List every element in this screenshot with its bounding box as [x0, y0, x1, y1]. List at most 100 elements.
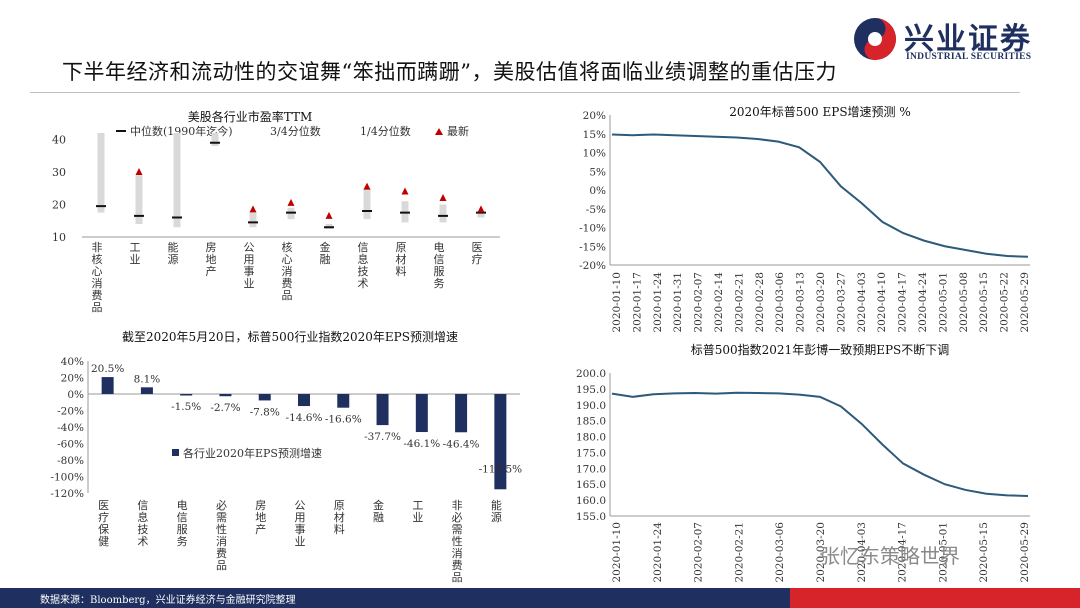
legend-median: 中位数(1990年迄今): [130, 124, 233, 138]
legend-q1: 1/4分位数: [360, 124, 411, 138]
y-tick-label: -15%: [579, 241, 606, 253]
data-label: -7.8%: [250, 406, 280, 418]
footer: 数据来源：Bloomberg，兴业证券经济与金融研究院整理: [0, 588, 1080, 608]
legend-latest-swatch: [435, 128, 443, 135]
x-tick-label: 2020-05-01: [937, 522, 949, 583]
y-tick-label: -10%: [579, 223, 606, 235]
x-tick-label: 2020-03-13: [795, 272, 807, 333]
y-tick-label: 195.0: [576, 384, 606, 396]
footer-bar: [0, 588, 790, 608]
x-tick-label: 2020-01-10: [611, 272, 623, 333]
data-label: -37.7%: [364, 431, 401, 443]
latest-mark: [401, 187, 409, 195]
data-label: -46.1%: [403, 438, 440, 450]
category-label: 电信服务: [434, 241, 445, 290]
y-tick-label: 20%: [583, 110, 606, 122]
bar: [455, 394, 468, 433]
y-tick-label: 165.0: [576, 479, 606, 491]
legend-median-swatch: [116, 130, 126, 132]
y-tick-label: -20%: [57, 406, 84, 418]
x-tick-label: 2020-02-21: [733, 272, 745, 333]
x-tick-label: 2020-02-07: [693, 272, 705, 333]
x-tick-label: 2020-04-17: [897, 272, 909, 333]
x-tick-label: 2020-03-06: [774, 272, 786, 333]
bar: [101, 377, 114, 394]
category-label: 能源: [168, 240, 179, 266]
x-tick-label: 2020-03-20: [815, 522, 827, 583]
y-tick-label: 5%: [589, 166, 606, 178]
x-tick-label: 2020-05-08: [958, 272, 970, 333]
y-tick-label: -20%: [579, 260, 606, 272]
y-tick-label: 185.0: [576, 416, 606, 428]
category-label: 公用事业: [295, 499, 306, 548]
chart-title: 标普500指数2021年彭博一致预期EPS不断下调: [691, 342, 950, 357]
chart-title: 2020年标普500 EPS增速预测 %: [729, 105, 911, 119]
bar: [494, 394, 507, 490]
x-tick-label: 2020-04-03: [856, 272, 868, 333]
y-tick-label: 20%: [61, 373, 84, 385]
chart-title: 美股各行业市盈率TTM: [188, 109, 313, 124]
header-rule: [30, 92, 1020, 93]
x-tick-label: 2020-04-03: [856, 522, 868, 583]
x-tick-label: 2020-04-10: [876, 272, 888, 333]
x-tick-label: 2020-05-22: [999, 272, 1011, 333]
footer-accent: [790, 588, 1080, 608]
category-label: 信息技术: [358, 241, 369, 290]
bar: [180, 394, 193, 396]
data-label: -1.5%: [171, 401, 201, 413]
bar: [219, 394, 232, 397]
y-tick-label: -120%: [50, 488, 84, 500]
logo: 兴业证券 INDUSTRIAL SECURITIES: [848, 14, 1068, 64]
x-tick-label: 2020-02-28: [754, 272, 766, 333]
logo-emblem-icon: [854, 18, 896, 60]
category-label: 非必需性消费品: [452, 499, 463, 584]
category-label: 金融: [320, 240, 331, 266]
brand-name-en: INDUSTRIAL SECURITIES: [906, 52, 1032, 62]
range-bar: [97, 133, 105, 213]
x-tick-label: 2020-03-27: [835, 272, 847, 333]
category-label: 核心消费品: [282, 240, 293, 302]
y-tick-label: -5%: [586, 204, 606, 216]
eps-2021-line: [611, 391, 1029, 497]
x-tick-label: 2020-02-21: [733, 522, 745, 583]
x-tick-label: 2020-01-10: [611, 522, 623, 583]
x-tick-label: 2020-05-29: [1019, 522, 1031, 583]
range-bar: [135, 175, 143, 224]
bar: [298, 394, 310, 407]
latest-mark: [249, 205, 257, 213]
y-tick-label: 0%: [589, 185, 606, 197]
latest-mark: [325, 211, 333, 219]
data-label: 8.1%: [134, 373, 161, 385]
bar: [376, 394, 389, 426]
latest-mark: [287, 198, 295, 206]
bar: [140, 387, 153, 394]
legend-swatch: [172, 449, 179, 456]
category-label: 电信服务: [177, 499, 188, 548]
eps-growth-2020-line-chart: 2020年标普500 EPS增速预测 % 20% 15% 10% 5% 0% -5% -10%…: [579, 105, 1031, 333]
y-tick-label: 30: [52, 166, 66, 179]
x-tick-label: 2020-05-15: [978, 272, 990, 333]
category-label: 原材料: [396, 241, 407, 278]
legend-label: 各行业2020年EPS预测增速: [183, 446, 322, 460]
range-bar: [439, 204, 447, 223]
category-label: 能源: [491, 498, 502, 524]
y-tick-label: 200.0: [576, 368, 606, 380]
x-tick-label: 2020-02-14: [713, 272, 725, 333]
x-tick-label: 2020-05-29: [1019, 272, 1031, 333]
category-label: 必需性消费品: [216, 499, 227, 572]
headline: 下半年经济和流动性的交谊舞“笨拙而蹒跚”，美股估值将面临业绩调整的重估压力: [62, 60, 837, 84]
x-tick-label: 2020-03-06: [774, 522, 786, 583]
data-label: -16.6%: [325, 414, 362, 426]
data-label: -14.6%: [286, 412, 323, 424]
category-label: 医疗保健: [98, 499, 109, 548]
y-tick-label: 155.0: [576, 511, 606, 523]
latest-mark: [439, 194, 447, 201]
brand-name-cn: 兴业证券: [904, 22, 1032, 57]
legend-latest: 最新: [447, 124, 469, 138]
bar: [258, 394, 271, 401]
category-label: 房地产: [255, 499, 266, 536]
x-tick-label: 2020-01-31: [672, 272, 684, 333]
y-tick-label: 10%: [583, 148, 606, 160]
chart-title: 截至2020年5月20日，标普500行业指数2020年EPS预测增速: [122, 329, 458, 344]
